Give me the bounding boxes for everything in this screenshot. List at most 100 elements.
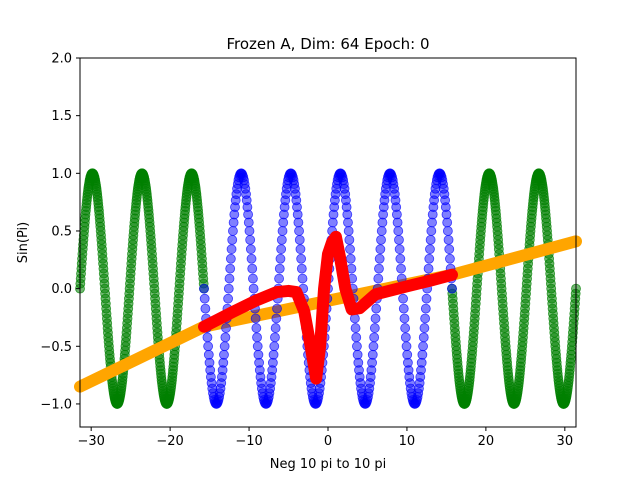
x-tick-label: 0: [324, 434, 332, 449]
data-point: [220, 332, 231, 343]
data-point: [245, 244, 256, 255]
data-point: [268, 349, 279, 360]
data-point: [425, 244, 435, 255]
data-point: [248, 273, 258, 284]
data-point: [447, 283, 457, 294]
data-point: [398, 303, 409, 314]
x-tick-label: −20: [156, 434, 183, 449]
y-tick-label: 0.0: [51, 282, 72, 297]
x-tick-label: 20: [478, 434, 495, 449]
data-point: [199, 283, 209, 294]
data-point: [252, 332, 262, 343]
data-point: [442, 226, 453, 236]
data-point: [226, 244, 237, 255]
data-point: [221, 323, 231, 333]
data-point: [398, 293, 408, 304]
data-point: [423, 263, 434, 274]
data-point: [272, 303, 282, 314]
data-point: [246, 253, 257, 264]
data-point: [343, 226, 354, 236]
data-point: [295, 244, 306, 255]
data-point: [443, 234, 454, 245]
x-tick-label: −10: [235, 434, 262, 449]
data-point: [394, 234, 404, 245]
data-point: [420, 313, 431, 324]
data-point: [270, 323, 281, 333]
data-point: [401, 341, 412, 352]
data-point: [199, 293, 210, 304]
x-tick-label: 30: [557, 434, 574, 449]
data-point: [251, 323, 262, 333]
data-point: [250, 313, 261, 324]
data-point: [203, 341, 214, 352]
data-point: [225, 253, 236, 264]
data-point: [296, 263, 307, 274]
data-point: [419, 323, 430, 333]
data-point: [252, 341, 263, 352]
data-point: [392, 217, 403, 228]
data-point: [219, 341, 230, 352]
data-point: [344, 234, 355, 245]
data-point: [352, 341, 362, 352]
data-point: [426, 226, 437, 236]
data-point: [425, 234, 436, 245]
data-point: [369, 323, 380, 333]
data-point: [274, 263, 285, 274]
data-point: [200, 303, 211, 314]
data-point: [270, 332, 280, 343]
data-point: [248, 283, 259, 294]
series-model-prediction-training-range: [198, 230, 458, 385]
data-point: [243, 217, 254, 228]
data-point: [417, 349, 428, 360]
data-point: [297, 273, 308, 284]
data-point: [274, 273, 284, 284]
data-point: [442, 217, 453, 228]
data-point: [223, 293, 234, 304]
data-point: [400, 332, 411, 343]
data-point: [370, 313, 381, 324]
data-point: [223, 283, 234, 294]
data-point: [399, 313, 410, 324]
y-tick-label: −0.5: [40, 340, 72, 355]
x-tick-label: −30: [77, 434, 104, 449]
data-point: [293, 217, 304, 228]
data-point: [445, 253, 455, 264]
data-point: [296, 253, 307, 264]
data-point: [219, 349, 229, 360]
data-point: [345, 244, 355, 255]
data-point: [393, 226, 404, 236]
data-point: [418, 332, 429, 343]
y-tick-label: −1.0: [40, 397, 72, 412]
data-point: [294, 234, 305, 245]
data-point: [294, 226, 304, 236]
data-point: [376, 226, 387, 236]
x-axis-label: Neg 10 pi to 10 pi: [270, 457, 387, 472]
data-point: [277, 226, 288, 236]
chart-title: Frozen A, Dim: 64 Epoch: 0: [226, 35, 429, 53]
series-line: [198, 230, 458, 385]
data-point: [247, 263, 258, 274]
data-point: [374, 253, 385, 264]
data-point: [345, 253, 356, 264]
data-point: [444, 244, 455, 255]
series-layer: [74, 168, 582, 409]
data-point: [367, 349, 378, 360]
data-point: [228, 226, 238, 236]
data-point: [276, 244, 287, 255]
y-axis-label: Sin(Pi): [16, 222, 31, 263]
x-tick-label: 10: [399, 434, 416, 449]
data-point: [271, 313, 282, 324]
series-sin-x-training-range: [199, 168, 457, 409]
y-tick-label: 1.0: [51, 167, 72, 182]
data-point: [400, 323, 411, 333]
axes-frame: [79, 57, 577, 428]
data-point: [421, 293, 432, 304]
data-point: [375, 244, 386, 255]
data-point: [376, 234, 386, 245]
data-point: [202, 332, 213, 343]
data-point: [351, 332, 362, 343]
data-point: [373, 273, 384, 284]
data-point: [350, 323, 361, 333]
y-tick-label: 0.5: [51, 224, 72, 239]
data-point: [275, 253, 286, 264]
